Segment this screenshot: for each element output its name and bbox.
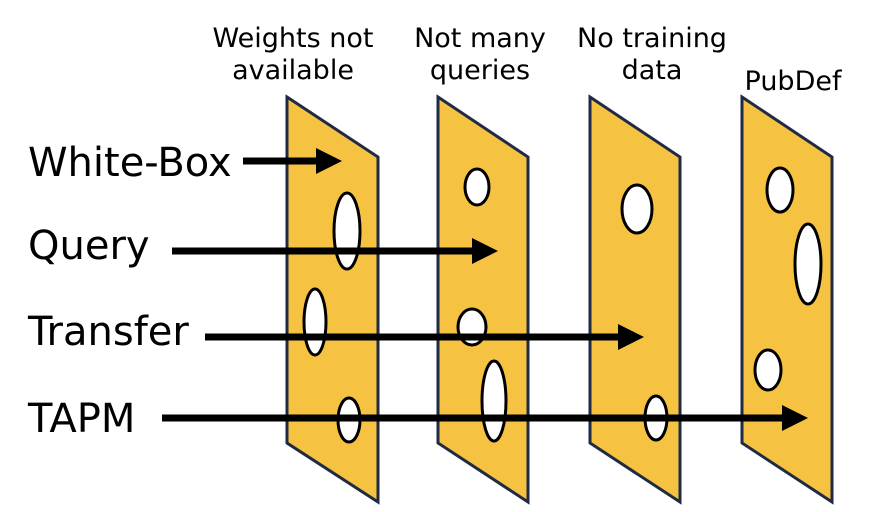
layer-3-hole [620, 183, 654, 235]
layer-4-hole [753, 348, 783, 392]
layer-1-hole [302, 287, 328, 357]
layer-3-header-line-2: data [622, 55, 683, 86]
layer-4-header-line-1: PubDef [745, 66, 843, 97]
layer-4-hole [793, 222, 823, 306]
layer-2-hole [463, 167, 491, 207]
layer-3-slice [588, 94, 682, 505]
layer-1-header-line-1: Weights not [213, 23, 374, 54]
layer-2-header-line-2: queries [430, 55, 530, 86]
layer-3-header-line-1: No training [577, 23, 727, 54]
attack-arrow-tapm [162, 405, 808, 431]
defense-layer-1 [285, 94, 380, 505]
attack-label-query: Query [28, 223, 150, 269]
attack-arrow-transfer [205, 324, 644, 350]
layer-1-hole [332, 191, 362, 271]
attack-label-transfer: Transfer [27, 309, 189, 355]
defense-layer-4 [740, 94, 834, 505]
layer-4-hole [765, 166, 795, 214]
layer-2-header-line-1: Not many [414, 23, 546, 54]
layer-4-slice [740, 94, 834, 505]
attack-arrow-query [172, 238, 498, 264]
layer-2-hole [480, 359, 508, 443]
defense-layer-3 [588, 94, 682, 505]
defense-layer-2 [436, 94, 530, 505]
layer-2-slice [436, 94, 530, 505]
attack-label-tapm: TAPM [27, 396, 135, 442]
layer-1-header-line-2: available [232, 55, 354, 86]
attack-label-white-box: White-Box [28, 140, 232, 186]
attack-arrow-white-box [243, 148, 342, 174]
